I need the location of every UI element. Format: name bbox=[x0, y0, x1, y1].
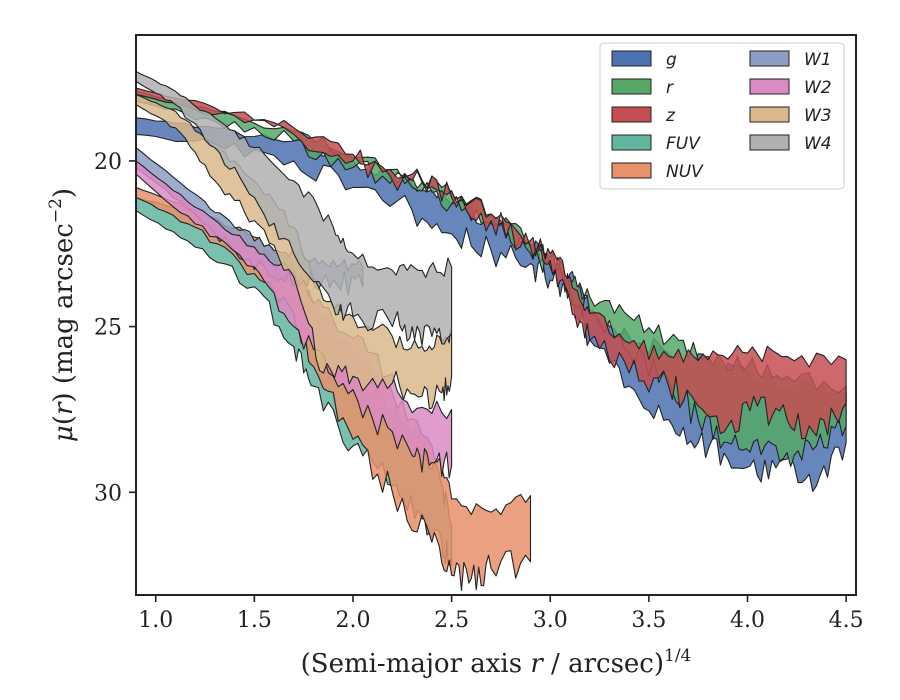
x-tick-label: 3.5 bbox=[631, 608, 666, 633]
legend-label-w1: W1 bbox=[804, 50, 832, 70]
legend-swatch-w3 bbox=[749, 106, 790, 123]
x-tick-label: 2.5 bbox=[434, 608, 469, 633]
y-axis: 20 25 30 bbox=[94, 150, 136, 506]
band-g bbox=[136, 117, 847, 492]
band-w2 bbox=[136, 160, 453, 479]
x-tick-label: 2.0 bbox=[335, 608, 370, 633]
legend-swatch-w1 bbox=[749, 50, 790, 67]
legend-label-r: r bbox=[666, 78, 674, 98]
legend-swatch-z bbox=[611, 106, 652, 123]
x-tick-label: 3.0 bbox=[533, 608, 568, 633]
band-w4 bbox=[136, 70, 453, 347]
legend-label-w2: W2 bbox=[804, 78, 832, 98]
legend-label-g: g bbox=[666, 50, 677, 70]
y-tick-label: 25 bbox=[94, 316, 122, 341]
legend-swatch-g bbox=[611, 50, 652, 67]
series-areas bbox=[136, 70, 847, 591]
legend-swatch-r bbox=[611, 78, 652, 95]
x-axis-label: (Semi-major axis r / arcsec)1/4 bbox=[301, 646, 692, 679]
x-tick-label: 4.5 bbox=[829, 608, 864, 633]
legend-swatch-w4 bbox=[749, 134, 790, 151]
band-z bbox=[136, 87, 847, 440]
legend-swatch-w2 bbox=[749, 78, 790, 95]
y-tick-label: 30 bbox=[94, 481, 122, 506]
legend: grz FUV NUV W1 W2 W3 W4 bbox=[599, 42, 845, 190]
x-tick-label: 4.0 bbox=[730, 608, 765, 633]
legend-swatch-nuv bbox=[611, 162, 652, 179]
legend-label-w3: W3 bbox=[804, 106, 832, 126]
legend-label-z: z bbox=[665, 106, 676, 126]
x-tick-label: 1.5 bbox=[237, 608, 272, 633]
y-axis-label: μ(r) (mag arcsec−2) bbox=[46, 188, 79, 442]
legend-label-w4: W4 bbox=[804, 134, 832, 154]
y-tick-label: 20 bbox=[94, 150, 122, 175]
legend-label-nuv: NUV bbox=[666, 162, 704, 182]
legend-swatch-fuv bbox=[611, 134, 652, 151]
plot-frame bbox=[135, 34, 857, 596]
x-axis: 1.0 1.5 2.0 2.5 3.0 3.5 4.0 4.5 bbox=[138, 595, 864, 633]
legend-label-fuv: FUV bbox=[666, 134, 701, 154]
x-tick-label: 1.0 bbox=[138, 608, 173, 633]
